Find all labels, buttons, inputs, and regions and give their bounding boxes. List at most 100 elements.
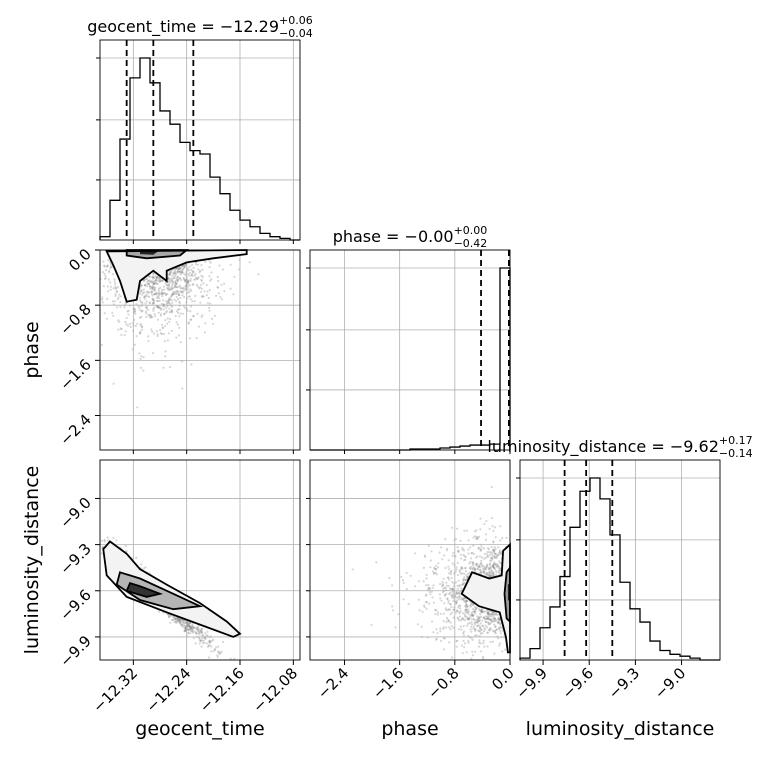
scatter-point (472, 536, 475, 539)
scatter-point (180, 623, 183, 626)
scatter-point (170, 299, 173, 302)
scatter-point (183, 264, 186, 267)
title-value: −12.29 (220, 17, 279, 36)
scatter-point (472, 627, 475, 630)
scatter-point (153, 282, 156, 285)
scatter-point (495, 612, 498, 615)
scatter-point (459, 553, 462, 556)
scatter-point (146, 290, 149, 293)
scatter-point (179, 271, 182, 274)
scatter-point (461, 617, 464, 620)
scatter-point (497, 553, 500, 556)
scatter-point (486, 631, 489, 634)
scatter-point (477, 547, 480, 550)
scatter-point (148, 279, 151, 282)
scatter-point (162, 292, 165, 295)
scatter-point (163, 340, 167, 343)
scatter-point (145, 315, 148, 318)
scatter-point (462, 578, 465, 582)
scatter-point (196, 627, 199, 630)
scatter-point (447, 620, 450, 623)
scatter-point (174, 618, 177, 621)
scatter-point (172, 277, 175, 280)
scatter-point (488, 573, 491, 577)
scatter-point (188, 624, 191, 627)
scatter-point (208, 640, 212, 643)
scatter-point (456, 592, 459, 596)
scatter-point (492, 550, 495, 554)
scatter-point (397, 613, 400, 616)
scatter-point (467, 639, 470, 643)
scatter-point (217, 650, 220, 653)
scatter-point (477, 568, 480, 571)
scatter-point (477, 616, 480, 620)
scatter-point (480, 608, 483, 612)
scatter-point (188, 279, 191, 282)
scatter-point (112, 287, 115, 290)
scatter-point (484, 568, 487, 571)
scatter-point (176, 275, 179, 278)
scatter-point (457, 579, 460, 582)
scatter-point (465, 603, 468, 606)
scatter-point (152, 287, 155, 290)
scatter-point (455, 600, 458, 604)
scatter-point (491, 611, 495, 615)
scatter-point (427, 544, 430, 547)
scatter-point (484, 573, 487, 577)
contour-mid (503, 564, 511, 624)
scatter-point (205, 642, 208, 645)
scatter-point (175, 617, 178, 621)
scatter-point (452, 616, 455, 619)
scatter-point (471, 561, 474, 564)
histogram-frame-phase (309, 249, 511, 451)
scatter-point (167, 615, 171, 619)
scatter-point (171, 618, 174, 621)
scatter-point (165, 293, 168, 296)
scatter-point (476, 537, 479, 540)
scatter-point (186, 291, 189, 295)
scatter-point (168, 283, 171, 286)
scatter-point (491, 629, 494, 632)
scatter-point (207, 296, 210, 300)
scatter-point (428, 587, 431, 590)
scatter-point (471, 614, 474, 617)
scatter-point (428, 587, 432, 591)
scatter-point (178, 271, 181, 274)
scatter-point (465, 603, 468, 606)
scatter-point (116, 298, 119, 301)
scatter-point (489, 574, 493, 577)
scatter-point (486, 565, 489, 568)
scatter-point (152, 297, 155, 300)
scatter-point (504, 648, 507, 651)
scatter-point (470, 637, 473, 640)
scatter-point (187, 284, 190, 287)
scatter-point (206, 634, 209, 637)
scatter-point (480, 610, 483, 614)
scatter-point (144, 283, 147, 287)
scatter-point (189, 298, 192, 301)
scatter-point (190, 289, 193, 292)
scatter-point (199, 301, 202, 304)
scatter-point (442, 577, 445, 580)
scatter-point (425, 573, 428, 576)
scatter-point (489, 565, 492, 568)
scatter-point (180, 291, 183, 294)
scatter-point (469, 546, 472, 549)
scatter-point (195, 632, 198, 635)
scatter-point (475, 529, 478, 532)
scatter-point (472, 563, 475, 567)
scatter-point (490, 559, 493, 562)
scatter-point (451, 580, 454, 584)
scatter-point (493, 617, 496, 620)
scatter-point (213, 648, 216, 651)
scatter-point (182, 619, 185, 622)
scatter-point (174, 290, 177, 293)
scatter-point (499, 642, 502, 645)
scatter-point (443, 586, 446, 590)
scatter-point (467, 641, 470, 644)
scatter-point (473, 569, 476, 572)
scatter-point (157, 297, 160, 300)
scatter-point (482, 610, 485, 613)
scatter-point (191, 626, 194, 630)
scatter-point (481, 565, 484, 568)
